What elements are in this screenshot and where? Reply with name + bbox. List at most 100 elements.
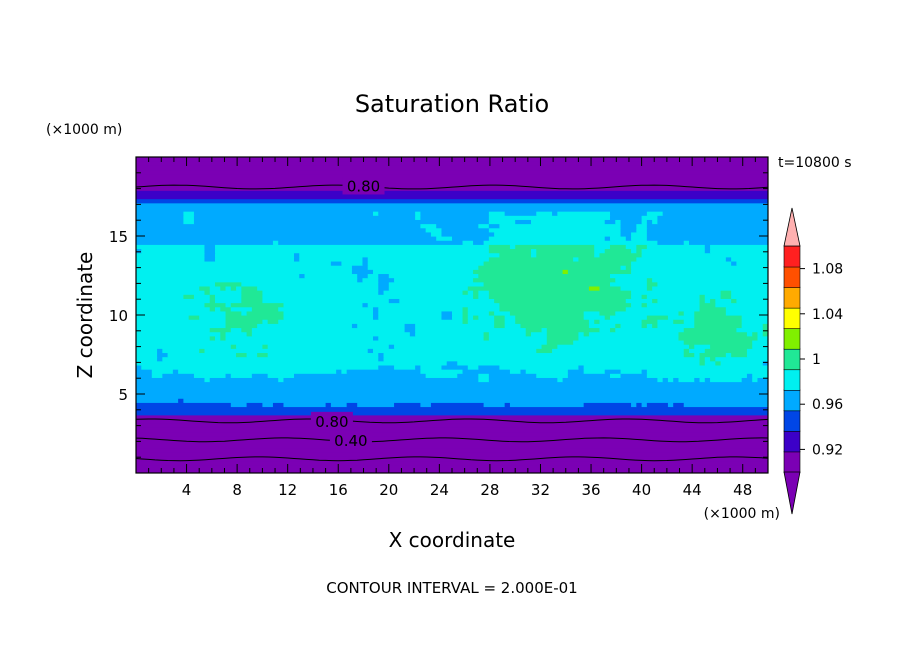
field-cell bbox=[762, 327, 768, 333]
field-cell bbox=[215, 244, 490, 250]
field-cell bbox=[262, 344, 269, 349]
field-cell bbox=[615, 310, 680, 316]
field-cell bbox=[752, 331, 759, 337]
field-cell bbox=[183, 219, 195, 225]
field-cell bbox=[351, 323, 358, 329]
field-cell bbox=[136, 236, 437, 241]
field-cell bbox=[209, 290, 242, 295]
field-cell bbox=[225, 285, 232, 291]
field-cell bbox=[183, 294, 195, 299]
field-cell bbox=[652, 285, 768, 291]
field-cell bbox=[420, 369, 464, 374]
field-cell bbox=[488, 248, 532, 254]
field-cell bbox=[136, 290, 206, 295]
field-cell bbox=[162, 356, 379, 362]
field-cell bbox=[225, 323, 258, 329]
field-cell bbox=[136, 410, 768, 416]
field-cell bbox=[494, 231, 622, 237]
field-cell bbox=[136, 381, 768, 387]
field-cell bbox=[383, 356, 701, 362]
field-cell bbox=[478, 377, 490, 383]
field-cell bbox=[136, 223, 421, 229]
field-cell bbox=[536, 348, 553, 354]
field-cell bbox=[415, 211, 421, 216]
field-cell bbox=[478, 223, 490, 229]
field-cell bbox=[641, 252, 768, 258]
field-cell bbox=[683, 339, 753, 345]
field-cell bbox=[388, 285, 469, 291]
field-cell bbox=[278, 240, 464, 245]
field-cell bbox=[367, 348, 374, 354]
x-tick-label: 32 bbox=[531, 481, 550, 499]
field-cell bbox=[509, 369, 522, 374]
field-cell bbox=[704, 244, 711, 250]
field-cell bbox=[715, 360, 722, 366]
field-cell bbox=[762, 331, 768, 337]
field-cell bbox=[625, 236, 632, 241]
field-cell bbox=[478, 265, 622, 270]
field-cell bbox=[683, 310, 695, 316]
field-cell bbox=[262, 319, 269, 324]
field-cell bbox=[525, 327, 543, 333]
field-cell bbox=[752, 344, 768, 349]
field-cell bbox=[420, 402, 432, 408]
field-cell bbox=[631, 294, 643, 299]
field-cell bbox=[525, 331, 532, 337]
field-cell bbox=[373, 348, 537, 354]
field-cell bbox=[136, 260, 332, 266]
field-cell bbox=[236, 285, 242, 291]
field-cell bbox=[193, 219, 490, 225]
field-cell bbox=[430, 402, 485, 408]
field-cell bbox=[209, 298, 216, 304]
field-cell bbox=[515, 219, 532, 225]
field-cell bbox=[604, 236, 611, 241]
field-cell bbox=[136, 281, 216, 287]
field-cell bbox=[762, 360, 768, 366]
contour-plot-area bbox=[136, 157, 768, 473]
field-cell bbox=[762, 323, 768, 329]
field-cell bbox=[172, 369, 179, 374]
contour-lines: 0.800.800.40 bbox=[136, 176, 768, 462]
field-cell bbox=[731, 352, 748, 358]
field-cell bbox=[715, 302, 768, 308]
colorbar-segment bbox=[783, 348, 801, 371]
field-cell bbox=[420, 211, 490, 216]
field-cell bbox=[136, 452, 768, 457]
field-cell bbox=[478, 294, 490, 299]
field-cell bbox=[620, 231, 632, 237]
field-cell bbox=[536, 252, 595, 258]
field-cell bbox=[473, 290, 479, 295]
field-cell bbox=[230, 402, 248, 408]
field-cell bbox=[488, 373, 537, 378]
field-cell bbox=[689, 348, 706, 354]
field-cell bbox=[620, 227, 637, 233]
field-cell bbox=[388, 273, 479, 279]
field-cell bbox=[731, 290, 768, 295]
field-cell bbox=[378, 335, 485, 341]
field-cell bbox=[652, 323, 658, 329]
field-cell bbox=[483, 335, 490, 341]
field-cell bbox=[204, 348, 369, 354]
field-cell bbox=[646, 315, 669, 320]
field-cell bbox=[362, 260, 369, 266]
field-cell bbox=[136, 173, 768, 179]
field-cell bbox=[188, 315, 200, 320]
field-cell bbox=[531, 331, 548, 337]
field-cell bbox=[136, 394, 768, 399]
field-cell bbox=[136, 385, 768, 391]
field-cell bbox=[725, 306, 768, 312]
field-cell bbox=[646, 402, 669, 408]
colorbar-segment bbox=[783, 327, 801, 350]
field-cell bbox=[499, 223, 622, 229]
field-cell bbox=[373, 269, 474, 275]
field-cell bbox=[378, 281, 390, 287]
x-tick-label: 8 bbox=[232, 481, 242, 499]
x-tick-label: 24 bbox=[430, 481, 449, 499]
field-cell bbox=[710, 377, 743, 383]
field-cell bbox=[136, 211, 184, 216]
field-cell bbox=[615, 327, 685, 333]
field-cell bbox=[646, 281, 658, 287]
field-cell bbox=[378, 277, 395, 283]
field-cell bbox=[536, 211, 553, 216]
field-cell bbox=[646, 223, 768, 229]
